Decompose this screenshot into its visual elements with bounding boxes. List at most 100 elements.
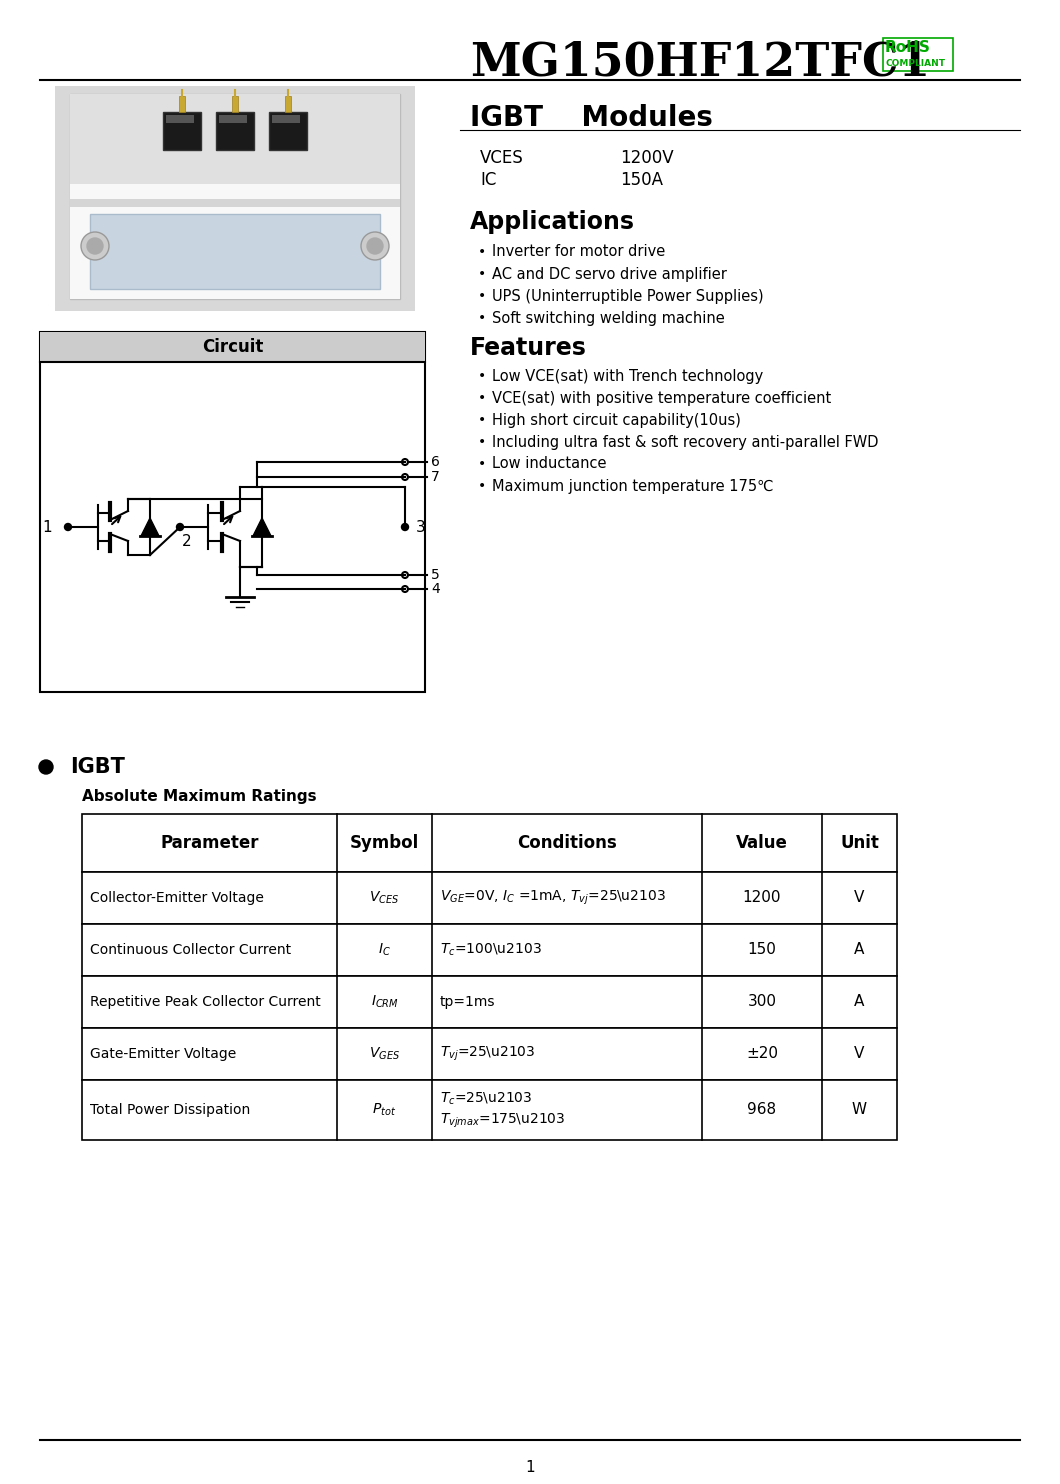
FancyBboxPatch shape (269, 111, 307, 150)
Text: 1200V: 1200V (620, 148, 673, 168)
Text: IC: IC (480, 171, 496, 188)
Text: 1: 1 (525, 1460, 535, 1475)
Text: $V_{CES}$: $V_{CES}$ (369, 890, 400, 907)
Text: Applications: Applications (470, 211, 635, 234)
Text: MG150HF12TFC1: MG150HF12TFC1 (470, 39, 930, 85)
Text: 5: 5 (431, 568, 440, 582)
Text: •: • (478, 435, 487, 450)
Text: $P_{tot}$: $P_{tot}$ (372, 1101, 396, 1119)
Text: Collector-Emitter Voltage: Collector-Emitter Voltage (90, 890, 264, 905)
FancyBboxPatch shape (216, 111, 254, 150)
FancyBboxPatch shape (232, 96, 238, 111)
Text: $I_{CRM}$: $I_{CRM}$ (371, 994, 399, 1011)
Text: •: • (478, 457, 487, 470)
Text: Soft switching welding machine: Soft switching welding machine (492, 310, 725, 325)
Text: tp=1ms: tp=1ms (440, 994, 495, 1009)
Text: ±20: ±20 (746, 1046, 778, 1061)
Text: Absolute Maximum Ratings: Absolute Maximum Ratings (82, 788, 317, 803)
Text: Conditions: Conditions (517, 834, 617, 852)
Text: •: • (478, 267, 487, 280)
Text: $V_{GES}$: $V_{GES}$ (369, 1046, 400, 1063)
Text: Value: Value (736, 834, 788, 852)
FancyBboxPatch shape (82, 925, 897, 976)
Circle shape (361, 232, 389, 260)
Text: 3: 3 (416, 519, 426, 534)
Text: 1200: 1200 (743, 890, 781, 905)
Text: RoHS: RoHS (885, 40, 931, 55)
FancyBboxPatch shape (82, 1080, 897, 1140)
Circle shape (367, 237, 383, 254)
FancyBboxPatch shape (285, 96, 292, 111)
Polygon shape (253, 518, 271, 536)
Text: •: • (478, 312, 487, 325)
Text: VCE(sat) with positive temperature coefficient: VCE(sat) with positive temperature coeff… (492, 390, 831, 405)
Text: $T_c$=100\u2103: $T_c$=100\u2103 (440, 942, 542, 959)
Circle shape (87, 237, 103, 254)
Text: VCES: VCES (480, 148, 524, 168)
Text: IGBT    Modules: IGBT Modules (470, 104, 713, 132)
Text: IGBT: IGBT (70, 757, 125, 778)
Text: 150A: 150A (620, 171, 662, 188)
Text: Total Power Dissipation: Total Power Dissipation (90, 1103, 250, 1117)
Circle shape (81, 232, 109, 260)
Text: •: • (478, 370, 487, 383)
Text: A: A (854, 994, 865, 1009)
Text: •: • (478, 390, 487, 405)
FancyBboxPatch shape (55, 86, 416, 312)
FancyBboxPatch shape (40, 332, 425, 692)
Circle shape (177, 524, 183, 530)
Circle shape (402, 524, 408, 530)
Text: 4: 4 (431, 582, 440, 597)
FancyBboxPatch shape (272, 114, 300, 123)
FancyBboxPatch shape (70, 93, 400, 298)
FancyBboxPatch shape (82, 1028, 897, 1080)
Text: $T_c$=25\u2103: $T_c$=25\u2103 (440, 1091, 532, 1107)
FancyBboxPatch shape (179, 96, 186, 111)
FancyBboxPatch shape (166, 114, 194, 123)
Text: 6: 6 (431, 456, 440, 469)
Text: Repetitive Peak Collector Current: Repetitive Peak Collector Current (90, 994, 321, 1009)
Text: A: A (854, 942, 865, 957)
Text: 2: 2 (182, 534, 192, 549)
Text: Symbol: Symbol (350, 834, 419, 852)
Text: Inverter for motor drive: Inverter for motor drive (492, 245, 666, 260)
Text: 150: 150 (747, 942, 776, 957)
Text: V: V (854, 1046, 865, 1061)
FancyBboxPatch shape (70, 184, 400, 298)
Text: Parameter: Parameter (160, 834, 259, 852)
Text: 300: 300 (747, 994, 777, 1009)
Text: V: V (854, 890, 865, 905)
FancyBboxPatch shape (90, 214, 379, 289)
Text: Maximum junction temperature 175℃: Maximum junction temperature 175℃ (492, 478, 774, 494)
FancyBboxPatch shape (70, 199, 400, 206)
FancyBboxPatch shape (40, 332, 425, 362)
FancyBboxPatch shape (82, 873, 897, 925)
Text: 968: 968 (747, 1103, 777, 1117)
Text: High short circuit capability(10us): High short circuit capability(10us) (492, 413, 741, 427)
Text: UPS (Uninterruptible Power Supplies): UPS (Uninterruptible Power Supplies) (492, 288, 763, 304)
Text: 1: 1 (42, 519, 52, 534)
Text: •: • (478, 289, 487, 303)
Circle shape (39, 760, 53, 775)
Text: Continuous Collector Current: Continuous Collector Current (90, 942, 292, 957)
Text: AC and DC servo drive amplifier: AC and DC servo drive amplifier (492, 267, 727, 282)
Text: •: • (478, 479, 487, 493)
Text: Features: Features (470, 335, 587, 361)
Text: COMPLIANT: COMPLIANT (885, 58, 946, 67)
Text: Unit: Unit (841, 834, 879, 852)
FancyBboxPatch shape (219, 114, 247, 123)
Text: Circuit: Circuit (201, 338, 263, 356)
Text: •: • (478, 413, 487, 427)
Text: Including ultra fast & soft recovery anti-parallel FWD: Including ultra fast & soft recovery ant… (492, 435, 879, 450)
Text: Gate-Emitter Voltage: Gate-Emitter Voltage (90, 1048, 236, 1061)
Text: •: • (478, 245, 487, 260)
Text: W: W (852, 1103, 867, 1117)
FancyBboxPatch shape (70, 93, 400, 184)
Text: Low VCE(sat) with Trench technology: Low VCE(sat) with Trench technology (492, 368, 763, 383)
Circle shape (65, 524, 71, 530)
Text: $V_{GE}$=0V, $I_C$ =1mA, $T_{vj}$=25\u2103: $V_{GE}$=0V, $I_C$ =1mA, $T_{vj}$=25\u21… (440, 889, 666, 907)
Text: Low inductance: Low inductance (492, 457, 606, 472)
FancyBboxPatch shape (82, 815, 897, 873)
FancyBboxPatch shape (163, 111, 201, 150)
FancyBboxPatch shape (82, 976, 897, 1028)
